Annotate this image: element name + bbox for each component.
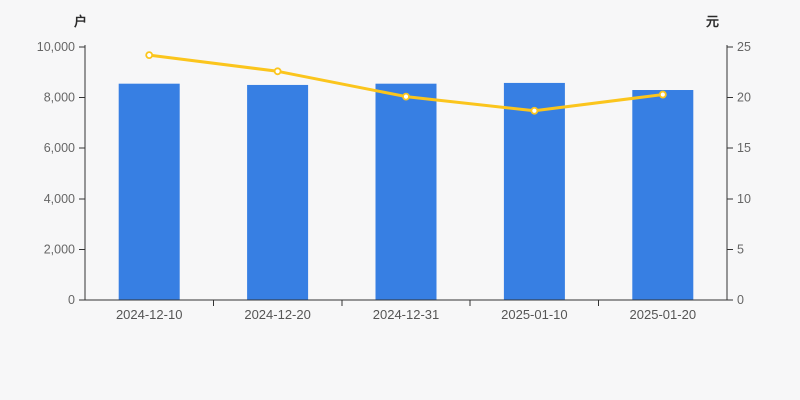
- x-axis-category-label: 2024-12-10: [116, 307, 183, 322]
- left-axis-tick-label: 2,000: [44, 242, 75, 256]
- x-axis-category-label: 2025-01-20: [630, 307, 697, 322]
- bar: [375, 83, 437, 300]
- left-axis-tick-label: 8,000: [44, 91, 75, 105]
- right-axis-tick-label: 0: [737, 293, 744, 307]
- line-series-marker: [658, 90, 667, 99]
- left-axis-tick-label: 4,000: [44, 192, 75, 206]
- x-axis-category-label: 2024-12-20: [244, 307, 311, 322]
- right-axis-title: 元: [706, 14, 720, 29]
- left-axis-tick-label: 10,000: [37, 40, 75, 54]
- right-axis-tick-label: 25: [737, 40, 751, 54]
- x-axis-category-label: 2024-12-31: [373, 307, 440, 322]
- line-series-marker: [273, 67, 282, 76]
- right-axis-tick-label: 20: [737, 91, 751, 105]
- left-axis-tick-label: 6,000: [44, 141, 75, 155]
- bar: [632, 90, 694, 300]
- right-axis-tick-label: 15: [737, 141, 751, 155]
- line-series-marker: [530, 106, 539, 115]
- bar: [503, 82, 565, 301]
- right-axis-tick-label: 5: [737, 242, 744, 256]
- line-series-marker: [402, 92, 410, 101]
- x-axis-category-label: 2025-01-10: [501, 307, 568, 322]
- left-axis-tick-label: 0: [68, 293, 75, 307]
- bar: [247, 84, 309, 300]
- bar: [118, 83, 180, 300]
- left-axis-title: 户: [74, 14, 88, 29]
- line-series-marker: [145, 51, 154, 59]
- right-axis-tick-label: 10: [737, 192, 751, 206]
